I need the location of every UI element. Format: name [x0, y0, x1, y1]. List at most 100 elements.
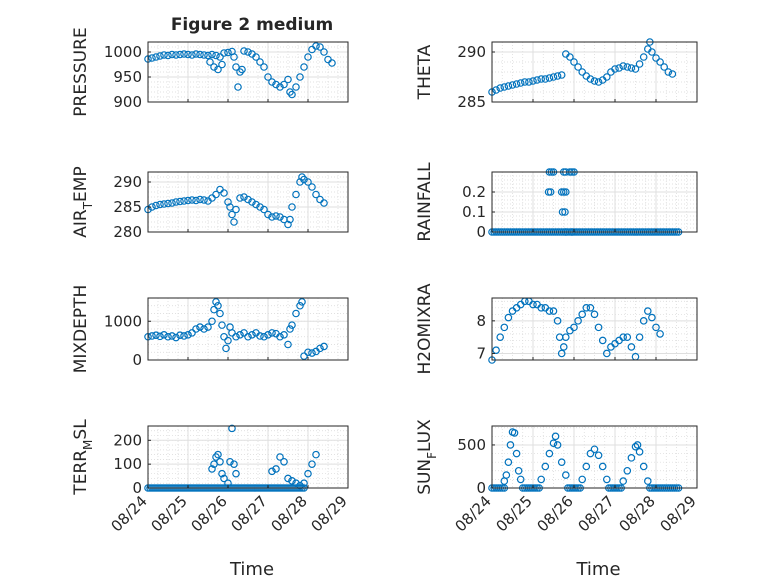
- data-point: [292, 83, 300, 91]
- data-point: [164, 51, 172, 60]
- data-point: [508, 81, 517, 89]
- data-point: [668, 70, 677, 78]
- data-point: [656, 58, 664, 66]
- data-point: [264, 331, 272, 339]
- y-axis-label-rest: EMP: [71, 166, 91, 202]
- data-point: [160, 51, 168, 59]
- data-point: [224, 198, 232, 206]
- x-tick-label: 08/25: [493, 492, 536, 535]
- data-point: [635, 60, 644, 68]
- data-point: [652, 323, 660, 332]
- data-point: [200, 196, 208, 204]
- data-point: [288, 203, 296, 211]
- x-tick-label: 08/28: [268, 492, 311, 535]
- data-point: [188, 196, 196, 204]
- data-point: [561, 333, 570, 341]
- data-point: [586, 449, 595, 458]
- data-point: [276, 83, 284, 91]
- data-point: [184, 331, 192, 339]
- data-point: [308, 349, 316, 357]
- data-point: [648, 313, 656, 322]
- data-point: [206, 58, 214, 66]
- x-axis-label: Time: [575, 559, 620, 580]
- data-point: [320, 48, 328, 56]
- data-point: [320, 199, 328, 207]
- data-point: [256, 332, 264, 340]
- data-point: [264, 210, 272, 219]
- data-point: [510, 429, 519, 437]
- data-point: [304, 348, 312, 357]
- data-point: [184, 196, 192, 205]
- axes-box: [147, 171, 349, 233]
- data-point: [570, 323, 578, 332]
- data-point: [304, 178, 312, 186]
- axes-box: [491, 297, 698, 361]
- data-point: [541, 75, 550, 83]
- data-point: [244, 195, 252, 204]
- data-point: [537, 75, 546, 83]
- data-point: [545, 307, 554, 315]
- data-point: [496, 84, 505, 92]
- data-point: [288, 90, 296, 99]
- data-point: [512, 449, 521, 458]
- data-point: [566, 53, 574, 61]
- data-point: [582, 462, 591, 471]
- data-point: [248, 331, 256, 339]
- data-point: [172, 198, 180, 206]
- x-tick-label: 08/28: [616, 492, 659, 535]
- data-point: [218, 60, 226, 69]
- data-point: [506, 441, 515, 449]
- data-point: [232, 332, 240, 341]
- data-point: [230, 53, 238, 61]
- subplot-1: 900 950 1000 PRESSURE: [71, 27, 349, 117]
- data-point: [611, 65, 619, 73]
- axes-box: [147, 297, 349, 361]
- data-point: [643, 477, 652, 485]
- y-tick-label: 0: [132, 351, 142, 369]
- data-point: [639, 53, 648, 61]
- y-axis-label: MIXDEPTH: [71, 285, 91, 374]
- data-point: [256, 203, 264, 211]
- x-tick-label: 08/27: [575, 492, 618, 535]
- data-point: [586, 303, 595, 312]
- data-point: [220, 189, 228, 197]
- data-point: [635, 333, 644, 341]
- data-point: [296, 73, 304, 81]
- x-tick-label: 08/24: [452, 492, 495, 535]
- data-point: [168, 332, 176, 340]
- data-point: [280, 457, 288, 466]
- data-point: [226, 457, 234, 466]
- data-point: [533, 76, 541, 84]
- data-point: [176, 50, 184, 59]
- data-point: [204, 323, 212, 331]
- data-point: [582, 303, 591, 312]
- y-tick-label: 500: [457, 436, 486, 454]
- y-axis-label: TERRMSL: [71, 419, 95, 496]
- data-point: [631, 442, 640, 451]
- data-point: [292, 309, 300, 318]
- data-point: [557, 188, 566, 196]
- data-point: [264, 73, 272, 81]
- data-point: [148, 332, 156, 340]
- data-point: [284, 474, 292, 483]
- data-point: [188, 329, 196, 337]
- data-point: [240, 329, 248, 337]
- data-point: [623, 333, 632, 341]
- data-point: [212, 298, 220, 306]
- data-point: [544, 188, 553, 196]
- data-point: [296, 301, 304, 310]
- data-point: [660, 63, 669, 71]
- data-point: [152, 53, 160, 61]
- data-point: [602, 349, 611, 358]
- data-point: [529, 300, 537, 309]
- data-point: [598, 462, 607, 471]
- y-tick-label: 0: [476, 223, 486, 241]
- axes-box: [491, 171, 698, 233]
- x-tick-label: 08/26: [188, 492, 231, 535]
- y-axis-label-rest: SL: [71, 419, 91, 440]
- y-axis-label-main: AIR: [71, 209, 91, 238]
- data-point: [541, 462, 550, 471]
- data-point: [164, 332, 172, 341]
- data-point: [148, 54, 156, 62]
